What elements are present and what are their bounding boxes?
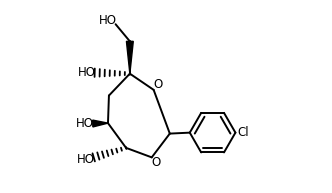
Text: HO: HO bbox=[78, 66, 96, 79]
Polygon shape bbox=[93, 120, 108, 127]
Text: Cl: Cl bbox=[237, 126, 249, 139]
Text: O: O bbox=[151, 156, 161, 169]
Text: HO: HO bbox=[76, 117, 94, 130]
Polygon shape bbox=[126, 41, 133, 74]
Text: O: O bbox=[153, 78, 162, 91]
Text: HO: HO bbox=[99, 14, 117, 27]
Text: HO: HO bbox=[77, 153, 95, 166]
